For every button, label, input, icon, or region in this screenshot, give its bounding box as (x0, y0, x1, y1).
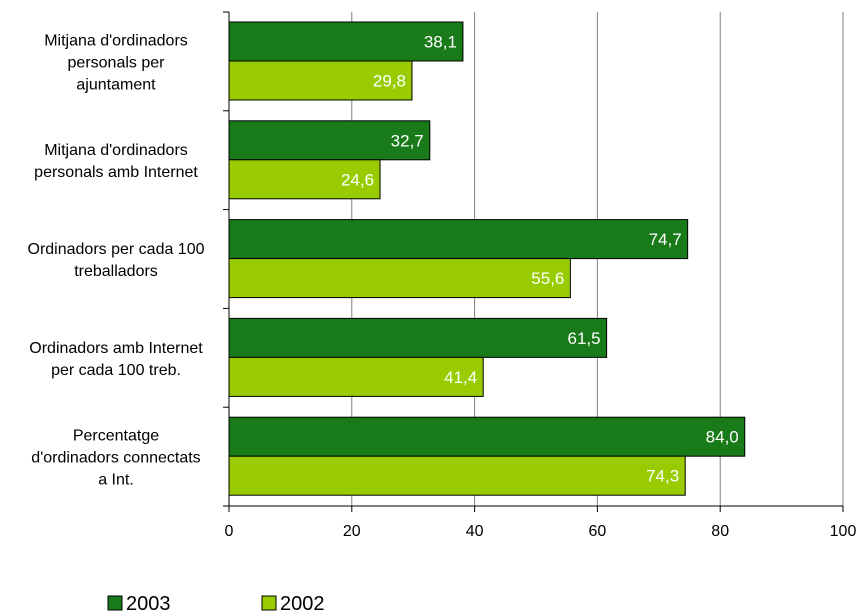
x-tick-label: 100 (830, 523, 857, 540)
bar (228, 219, 689, 260)
data-label: 24,6 (341, 170, 374, 189)
bar (228, 356, 484, 397)
category-label: Percentatge d'ordinadors connectats a Int. (31, 428, 200, 489)
axes (223, 11, 844, 512)
x-tick-label: 60 (589, 523, 607, 540)
data-label: 38,1 (424, 33, 457, 52)
x-tick-label: 40 (466, 523, 484, 540)
x-tick-label: 80 (711, 523, 729, 540)
category-label-line: Mitjana d'ordinadors (44, 32, 188, 49)
category-label-line: ajuntament (76, 76, 156, 93)
legend-label: 2002 (280, 593, 325, 615)
data-label: 61,5 (568, 329, 601, 348)
x-tick-labels: 0 20 40 60 80 100 (225, 523, 857, 540)
category-label-line: d'ordinadors connectats (31, 450, 200, 467)
category-label-line: Mitjana d'ordinadors (44, 142, 188, 159)
category-label: Mitjana d'ordinadors personals amb Intern… (34, 142, 198, 181)
category-label-line: personals amb Internet (34, 164, 198, 181)
category-label-line: Ordinadors amb Internet (29, 340, 203, 357)
category-label: Ordinadors per cada 100 treballadors (28, 241, 205, 280)
data-label: 84,0 (706, 428, 739, 447)
category-labels: Mitjana d'ordinadors personals per ajuntam… (28, 32, 205, 488)
legend-swatch (261, 595, 277, 611)
category-label-line: personals per (68, 54, 166, 71)
data-label: 32,7 (391, 131, 424, 150)
legend-swatch (107, 595, 123, 611)
category-label: Ordinadors amb Internet per cada 100 treb… (29, 340, 203, 379)
bar (228, 416, 746, 457)
data-label: 74,3 (646, 467, 679, 486)
category-label-line: Ordinadors per cada 100 (28, 241, 205, 258)
legend: 2003 2002 (107, 593, 325, 615)
category-label-line: treballadors (74, 263, 158, 280)
data-label: 41,4 (444, 368, 477, 387)
legend-label: 2003 (126, 593, 171, 615)
x-tick-label: 0 (225, 523, 234, 540)
bar (228, 159, 381, 200)
bar (228, 258, 571, 299)
data-label: 74,7 (649, 230, 682, 249)
x-tick-label: 20 (343, 523, 361, 540)
data-label: 55,6 (531, 269, 564, 288)
category-label-line: per cada 100 treb. (51, 362, 181, 379)
bar (228, 455, 686, 496)
category-label-line: Percentatge (73, 428, 159, 445)
category-label: Mitjana d'ordinadors personals per ajuntam… (44, 32, 188, 93)
bar (228, 317, 608, 358)
bar (228, 120, 431, 161)
category-label-line: a Int. (98, 472, 134, 489)
data-label: 29,8 (373, 72, 406, 91)
bars: 38,1 29,8 32,7 24,6 74,7 55,6 61,5 41,4 84,0 74,3 (228, 21, 746, 496)
bar (228, 21, 464, 62)
